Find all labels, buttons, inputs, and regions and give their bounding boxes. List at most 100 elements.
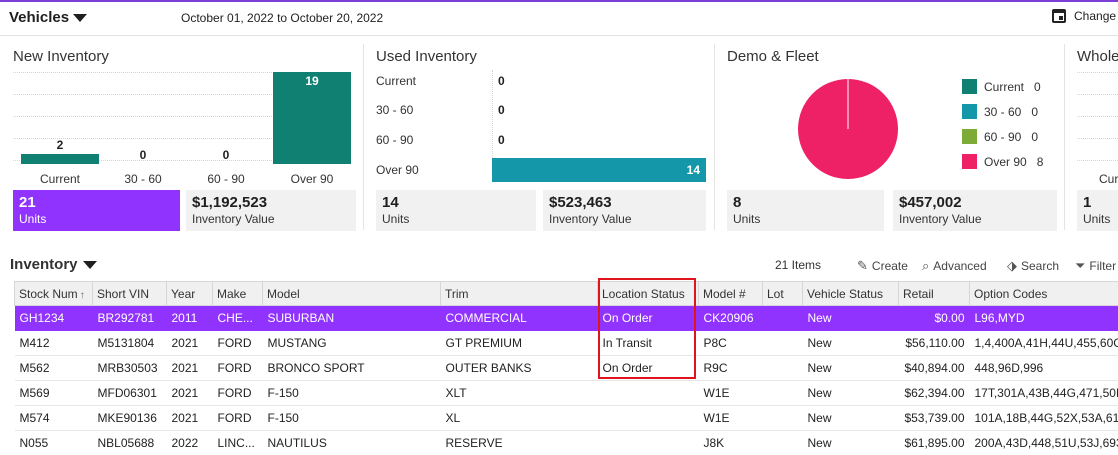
advanced-button[interactable]: ⌕ Advanced [922,258,987,274]
grid-line [13,116,348,117]
vehicles-dropdown[interactable]: Vehicles [9,9,88,26]
bar-value-label: 2 [56,138,64,152]
wholesale-units-label: Units [1083,212,1111,226]
demo-inv-label: Inventory Value [899,212,982,226]
table-cell [762,305,803,331]
panel-divider [714,44,715,230]
category-label: 60 - 90 [376,133,414,147]
column-header-label: Stock Num [19,286,78,301]
bar-value-label: 0 [498,74,505,88]
table-cell: M574 [14,405,93,431]
used-inventory-title: Used Inventory [376,48,477,65]
search-label: Search [1021,259,1060,273]
legend-count: 0 [1031,129,1039,144]
sort-ascending-icon[interactable]: ↑ [79,289,85,301]
new-units-label: Units [19,212,47,226]
panel-divider [363,44,364,230]
demo-inv-value: $457,002 [899,194,962,211]
filter-label: Filter [1089,259,1117,273]
new-units-value: 21 [19,194,36,211]
column-header[interactable]: Location Status [597,281,699,306]
bar-value-label: 0 [498,133,505,147]
top-bar: Vehicles October 01, 2022 to October 20,… [0,2,1118,36]
column-header[interactable]: Retail [898,281,970,306]
table-cell: SUBURBAN [262,305,441,331]
legend-item[interactable]: Current 0 [962,79,1041,94]
demo-value-card[interactable]: $457,002 Inventory Value [893,190,1057,231]
table-cell: M5131804 [92,330,167,356]
create-button[interactable]: ✎ Create [857,258,908,274]
filter-button[interactable]: ⏷ Filter [1075,258,1116,274]
grid-line [13,94,348,95]
table-row[interactable]: M574 MKE90136 2021 FORD F-150 XL W1E New $53,739… [14,405,1118,431]
table-cell: 101A,18B,44G,52X,53A,61S [969,405,1118,431]
table-cell: M562 [14,355,93,381]
filter-icon: ⏷ [1075,258,1086,273]
table-cell: MUSTANG [262,330,441,356]
grid-line [1077,72,1118,73]
table-cell: $56,110.00 [898,330,970,356]
table-row[interactable]: GH1234 BR292781 2011 CHE... SUBURBAN COMMERCI… [14,305,1118,331]
table-row[interactable]: N055 NBL05688 2022 LINC... NAUTILUS RESERVE J8… [14,430,1118,455]
category-label: Current [39,172,80,186]
demo-units-card[interactable]: 8 Units [727,190,884,231]
table-cell: New [802,305,899,331]
table-cell: F-150 [262,405,441,431]
column-header[interactable]: Stock Num ↑ [14,281,93,306]
new-inventory-title: New Inventory [13,48,109,65]
table-cell: J8K [698,430,763,455]
column-header[interactable]: Make [212,281,263,306]
category-label: 60 - 90 [207,172,245,186]
column-header[interactable]: Short VIN [92,281,167,306]
column-header[interactable]: Year [166,281,213,306]
bar[interactable] [492,158,706,182]
bar[interactable] [273,72,351,164]
demo-fleet-panel: Demo & Fleet Current 0 30 - 60 0 60 - 90 0 Ove… [727,44,1059,234]
table-row[interactable]: M562 MRB30503 2021 FORD BRONCO SPORT OUTER BA… [14,355,1118,381]
new-value-card[interactable]: $1,192,523 Inventory Value [186,190,356,231]
column-header[interactable]: Model # [698,281,763,306]
panel-divider [1064,44,1065,230]
inventory-dropdown[interactable]: Inventory [10,256,97,273]
new-units-card[interactable]: 21 Units [13,190,180,231]
table-cell: OUTER BANKS [440,355,598,381]
legend-label: 30 - 60 [984,104,1022,119]
column-header[interactable]: Vehicle Status [802,281,899,306]
column-header-label: Option Codes [974,286,1048,301]
new-inv-label: Inventory Value [192,212,275,226]
bar-value-label: 14 [686,163,700,177]
table-cell [597,430,699,455]
category-label: Over 90 [290,172,334,186]
column-header-label: Retail [903,286,934,301]
table-cell: New [802,430,899,455]
table-cell: $0.00 [898,305,970,331]
used-units-card[interactable]: 14 Units [376,190,536,231]
wholesale-panel: Whole Curr 1 Units [1077,44,1118,234]
search-button[interactable]: ⬗ Search [1007,258,1059,274]
used-units-label: Units [382,212,410,226]
table-cell: NBL05688 [92,430,167,455]
column-header[interactable]: Option Codes [969,281,1118,306]
table-cell: 17T,301A,43B,44G,471,50N [969,380,1118,406]
bar[interactable] [21,154,99,164]
used-value-card[interactable]: $523,463 Inventory Value [543,190,706,231]
column-header[interactable]: Lot [762,281,803,306]
legend-label: Current [984,79,1025,94]
table-row[interactable]: M569 MFD06301 2021 FORD F-150 XLT W1E New $62,39… [14,380,1118,406]
table-row[interactable]: M412 M5131804 2021 FORD MUSTANG GT PREMIUM In … [14,330,1118,356]
legend-item[interactable]: 30 - 60 0 [962,104,1038,119]
grid-line [13,138,348,139]
table-cell: L96,MYD [969,305,1118,331]
wholesale-units-card[interactable]: 1 Units [1077,190,1118,231]
caret-down-icon [73,13,88,22]
bar-value-label: 0 [222,148,230,162]
column-header[interactable]: Trim [440,281,598,306]
wholesale-units-value: 1 [1083,194,1092,211]
column-header[interactable]: Model [262,281,441,306]
table-cell: FORD [212,405,263,431]
accent-line [0,0,1118,2]
legend-item[interactable]: 60 - 90 0 [962,129,1038,144]
legend-item[interactable]: Over 90 8 [962,154,1043,169]
bar-value-label: 19 [305,74,319,88]
change-date-button[interactable]: Change [1052,9,1116,23]
